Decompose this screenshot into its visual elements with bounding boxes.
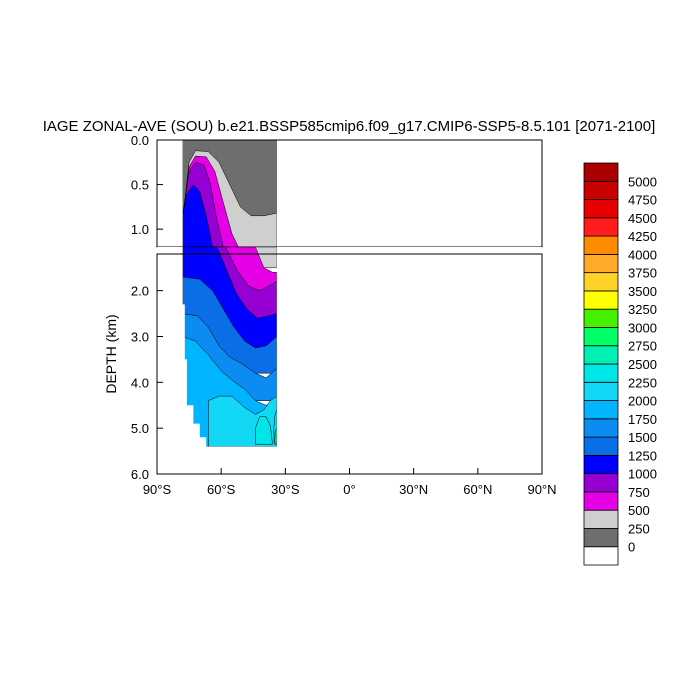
colorbar-tick-label: 1250 [628, 448, 657, 463]
colorbar-swatch [583, 381, 619, 401]
upper-y-axis: 0.0 0.5 1.0 [131, 133, 163, 237]
colorbar-tick-label: 4750 [628, 193, 657, 208]
colorbar-tick-label: 4000 [628, 247, 657, 262]
colorbar-swatch [583, 509, 619, 529]
upper-panel-contours [157, 139, 542, 248]
upper-y-tick-label: 1.0 [131, 222, 149, 237]
colorbar-tick-label: 4250 [628, 229, 657, 244]
no-data-mask [157, 140, 183, 247]
colorbar-tick-label: 2500 [628, 357, 657, 372]
x-tick-label: 0° [343, 482, 355, 497]
lower-y-tick-label: 4.0 [131, 375, 149, 390]
colorbar-swatch [583, 199, 619, 219]
colorbar-swatch [583, 272, 619, 292]
colorbar-swatch [583, 253, 619, 274]
lower-y-tick-label: 6.0 [131, 467, 149, 482]
lower-y-tick-label: 2.0 [131, 284, 149, 299]
colorbar-swatch [583, 235, 619, 255]
colorbar-swatch [583, 528, 619, 548]
colorbar-tick-label: 3750 [628, 266, 657, 281]
colorbar-swatch [583, 308, 619, 328]
colorbar-tick-label: 3250 [628, 302, 657, 317]
upper-y-tick-label: 0.0 [131, 133, 149, 148]
colorbar-swatch [583, 217, 619, 237]
colorbar-tick-label: 3500 [628, 284, 657, 299]
colorbar-swatch [583, 546, 619, 566]
x-tick-label: 90°N [527, 482, 556, 497]
lower-y-tick-label: 5.0 [131, 421, 149, 436]
x-tick-label: 30°N [399, 482, 428, 497]
colorbar-tick-label: 3000 [628, 320, 657, 335]
y-axis-label: DEPTH (km) [103, 314, 119, 393]
no-data-mask [276, 140, 542, 247]
colorbar-tick-label: 1750 [628, 412, 657, 427]
x-tick-label: 60°S [207, 482, 236, 497]
colorbar-tick-label: 500 [628, 503, 650, 518]
colorbar-swatch [583, 327, 619, 347]
bathymetry-mask [157, 247, 277, 474]
colorbar-swatch [583, 180, 619, 200]
x-axis: 90°S 60°S 30°S 0° 30°N 60°N 90°N [143, 468, 557, 497]
colorbar-tick-label: 4500 [628, 211, 657, 226]
colorbar-swatch [583, 400, 619, 420]
contour-band-2250-2500 [255, 416, 273, 445]
colorbar-swatch [583, 162, 619, 182]
colorbar-swatch [583, 473, 619, 493]
colorbar-tick-label: 250 [628, 521, 650, 536]
upper-panel: 0.0 0.5 1.0 [131, 133, 543, 248]
colorbar-tick-label: 1000 [628, 467, 657, 482]
colorbar-tick-label: 2000 [628, 394, 657, 409]
colorbar-swatch [583, 454, 619, 475]
x-tick-label: 60°N [463, 482, 492, 497]
lower-panel-contours [157, 246, 542, 474]
colorbar-swatch [583, 363, 619, 383]
colorbar: 0 250 500 750 1000 1250 1500 1750 2000 2250 2500 27… [583, 162, 657, 566]
colorbar-swatch [583, 345, 619, 365]
lower-panel: 2.03.04.05.06.0 90°S 60°S 30°S 0° 30°N 60°N 90… [131, 246, 557, 497]
x-tick-label: 30°S [271, 482, 300, 497]
colorbar-tick-label: 750 [628, 485, 650, 500]
upper-y-tick-label: 0.5 [131, 178, 149, 193]
colorbar-swatch [583, 290, 619, 310]
colorbar-tick-label: 0 [628, 540, 635, 555]
colorbar-tick-label: 2750 [628, 339, 657, 354]
x-tick-label: 90°S [143, 482, 172, 497]
colorbar-tick-label: 5000 [628, 174, 657, 189]
colorbar-tick-label: 2250 [628, 375, 657, 390]
contour-band-2750-3000 [274, 427, 278, 445]
chart-title: IAGE ZONAL-AVE (SOU) b.e21.BSSP585cmip6.… [43, 118, 656, 135]
lower-y-axis: 2.0 3.0 4.0 5.0 6.0 [131, 284, 163, 482]
colorbar-swatch [583, 418, 619, 438]
lower-y-tick-label: 3.0 [131, 330, 149, 345]
colorbar-tick-label: 1500 [628, 430, 657, 445]
colorbar-swatch [583, 436, 619, 456]
colorbar-swatch [583, 491, 619, 511]
no-data-mask [276, 247, 542, 474]
